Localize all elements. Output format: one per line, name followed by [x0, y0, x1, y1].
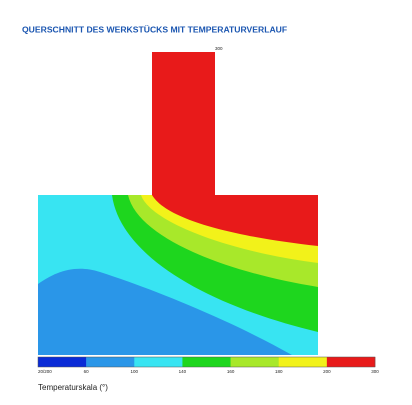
region-blue [38, 268, 292, 355]
scale-segment [134, 357, 183, 367]
scale-label: 140 [179, 369, 187, 374]
scale-segment [86, 357, 135, 367]
cross-section: 300 [38, 46, 318, 355]
scale-segment [326, 357, 376, 367]
scale-label: 20/200 [38, 369, 52, 374]
title: QUERSCHNITT DES WERKSTÜCKS MIT TEMPERATU… [22, 24, 287, 34]
region-red [152, 52, 318, 246]
color-scale: 20/200 60 100 140 160 180 200 300 [37, 356, 379, 374]
scale-label: 160 [227, 369, 235, 374]
scale-segment [38, 357, 87, 367]
scale-caption: Temperaturskala (°) [38, 383, 108, 392]
scale-segment [230, 357, 280, 367]
top-label: 300 [215, 46, 223, 51]
scale-label: 300 [371, 369, 379, 374]
scale-segment [278, 357, 328, 367]
scale-label: 100 [131, 369, 139, 374]
scale-label: 60 [84, 369, 90, 374]
scale-label: 200 [323, 369, 331, 374]
scale-segment [182, 357, 231, 367]
scale-label: 180 [275, 369, 283, 374]
scale-border [37, 356, 376, 368]
